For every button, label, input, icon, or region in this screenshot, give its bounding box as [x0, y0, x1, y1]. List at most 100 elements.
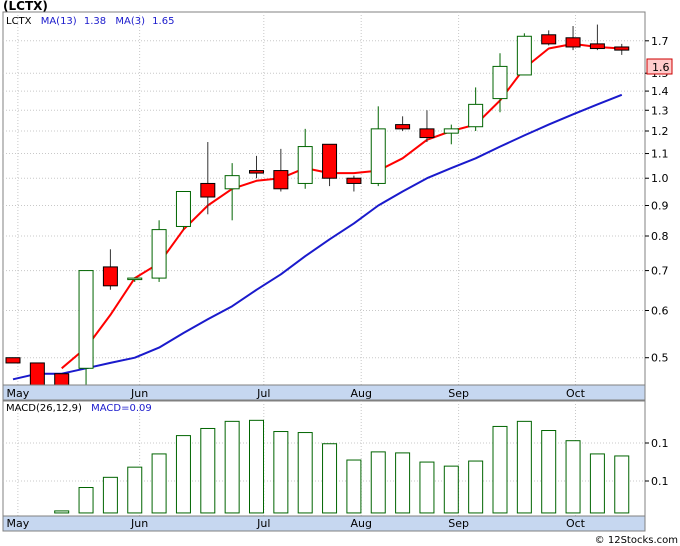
- macd-bar: [370, 451, 386, 514]
- candle-body: [322, 143, 338, 179]
- macd-bar: [516, 420, 532, 514]
- price-y-tick-label: 1.3: [651, 104, 669, 117]
- candle-up: [78, 270, 94, 391]
- macd-legend-label: MACD(26,12,9): [6, 403, 82, 414]
- candle-body: [54, 373, 70, 386]
- candle-down: [5, 357, 21, 364]
- macd-bar: [102, 476, 118, 514]
- candle-body: [78, 270, 94, 369]
- macd-bar: [322, 443, 338, 514]
- candle-body: [395, 124, 411, 130]
- candle-down: [273, 148, 289, 192]
- macd-x-tick-label: Aug: [350, 517, 371, 530]
- price-legend: LCTX MA(13) 1.38 MA(3) 1.65: [6, 16, 174, 27]
- price-y-tick-label: 0.9: [651, 200, 669, 213]
- macd-bar: [492, 425, 508, 514]
- price-x-tick-label: Aug: [350, 387, 371, 400]
- candle-up: [468, 87, 484, 132]
- candle-down: [589, 24, 605, 51]
- candle-down: [565, 26, 581, 51]
- last-price-box: [646, 58, 673, 75]
- candle-body: [249, 170, 264, 174]
- copyright-credit: © 12Stocks.com: [595, 535, 678, 546]
- price-x-tick-label: May: [6, 387, 29, 400]
- price-y-tick-label: 1.0: [651, 172, 669, 185]
- macd-bar: [468, 460, 484, 514]
- macd-bar: [78, 487, 94, 514]
- price-y-tick-label: 1.1: [651, 148, 669, 161]
- legend-ma13-value: 1.38: [84, 16, 106, 27]
- candle-body: [175, 190, 191, 227]
- price-y-axis: 1.71.51.41.31.21.11.00.90.80.70.60.5: [645, 35, 669, 365]
- candle-up: [443, 124, 459, 145]
- macd-bar: [224, 420, 240, 514]
- candle-down: [346, 175, 362, 192]
- legend-ticker: LCTX: [6, 16, 32, 27]
- candle-body: [516, 35, 532, 76]
- price-x-tick-label: Jun: [130, 387, 148, 400]
- candle-body: [5, 357, 21, 364]
- price-x-tick-label: Oct: [566, 387, 586, 400]
- candle-body: [589, 43, 605, 50]
- macd-bar: [151, 453, 167, 514]
- macd-bar: [297, 432, 313, 514]
- candle-body: [273, 170, 289, 190]
- macd-bar: [589, 453, 605, 514]
- candle-down: [54, 373, 70, 386]
- candle-body: [565, 37, 581, 48]
- candle-body: [127, 277, 143, 281]
- candle-body: [370, 128, 386, 184]
- macd-bar: [395, 452, 411, 514]
- macd-x-tick-label: Oct: [566, 517, 586, 530]
- macd-bar: [175, 435, 191, 514]
- candle-body: [614, 46, 630, 51]
- price-x-tick-label: Sep: [448, 387, 469, 400]
- macd-bar: [249, 419, 264, 514]
- candle-body: [492, 65, 508, 100]
- candle-up: [127, 277, 143, 282]
- macd-bar: [127, 466, 143, 514]
- candle-body: [346, 177, 362, 184]
- macd-legend-value: MACD=0.09: [91, 403, 152, 414]
- macd-legend: MACD(26,12,9) MACD=0.09: [6, 403, 152, 414]
- macd-y-tick-label: 0.1: [651, 437, 669, 450]
- price-y-tick-label: 0.5: [651, 352, 669, 365]
- candle-body: [102, 266, 118, 287]
- macd-bar: [273, 431, 289, 514]
- candle-up: [370, 106, 386, 187]
- macd-x-axis: [2, 515, 646, 532]
- macd-bar: [443, 465, 459, 514]
- candle-down: [200, 142, 216, 215]
- last-price-label: 1.6: [652, 61, 670, 74]
- macd-bars: [54, 419, 630, 514]
- macd-y-axis: 0.1 0.1: [645, 437, 669, 488]
- candle-body: [541, 34, 557, 45]
- macd-bar: [419, 461, 435, 514]
- candle-up: [224, 163, 240, 221]
- candle-up: [492, 53, 508, 113]
- price-panel: [2, 11, 646, 386]
- candle-body: [200, 182, 216, 198]
- candle-down: [395, 116, 411, 132]
- price-x-tick-label: Jul: [256, 387, 270, 400]
- macd-bar: [565, 440, 581, 514]
- price-y-tick-label: 1.4: [651, 85, 669, 98]
- candles: [5, 24, 630, 397]
- candle-down: [249, 155, 264, 179]
- candle-up: [297, 128, 313, 189]
- candle-body: [443, 128, 459, 134]
- candle-up: [151, 220, 167, 282]
- candle-body: [419, 128, 435, 139]
- macd-x-tick-label: Jun: [130, 517, 148, 530]
- ma13-polyline: [12, 93, 623, 381]
- candle-body: [151, 229, 167, 279]
- macd-bar: [614, 455, 630, 514]
- macd-x-axis-labels: May Jun Jul Aug Sep Oct: [6, 517, 585, 530]
- price-y-tick-label: 0.7: [651, 265, 669, 278]
- legend-ma13-label: MA(13): [41, 16, 77, 27]
- macd-y-tick-label: 0.1: [651, 475, 669, 488]
- candle-down: [614, 43, 630, 55]
- macd-bar: [346, 459, 362, 514]
- candle-up: [175, 190, 191, 230]
- macd-x-tick-label: May: [6, 517, 29, 530]
